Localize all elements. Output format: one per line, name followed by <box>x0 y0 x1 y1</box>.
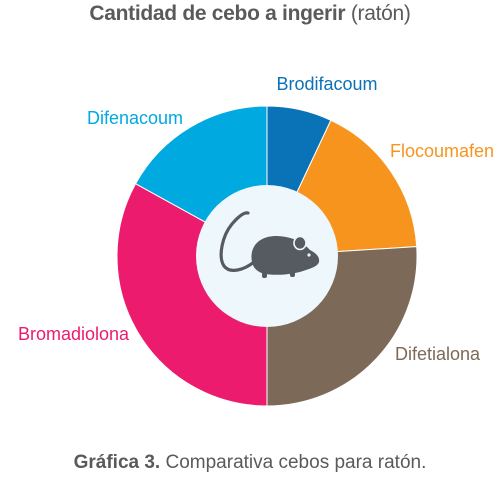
label-difenacoum: Difenacoum <box>87 108 183 128</box>
caption-number: Gráfica 3. <box>73 452 161 473</box>
chart-title: Cantidad de cebo a ingerir (ratón) <box>0 2 500 26</box>
caption-text: Comparativa cebos para ratón. <box>165 452 427 473</box>
chart-title-main: Cantidad de cebo a ingerir <box>89 2 346 25</box>
chart-title-sub: (ratón) <box>350 2 411 25</box>
label-brodifacoum: Brodifacoum <box>276 74 377 94</box>
label-bromadiolona: Bromadiolona <box>18 324 130 344</box>
label-difetialona: Difetialona <box>395 344 481 364</box>
label-flocoumafen: Flocoumafen <box>390 141 494 161</box>
slice-labels: Brodifacoum Flocoumafen Difetialona Bromadi… <box>18 74 494 364</box>
figure-caption: Gráfica 3. Comparativa cebos para ratón. <box>0 452 500 474</box>
mouse-icon <box>219 211 320 278</box>
